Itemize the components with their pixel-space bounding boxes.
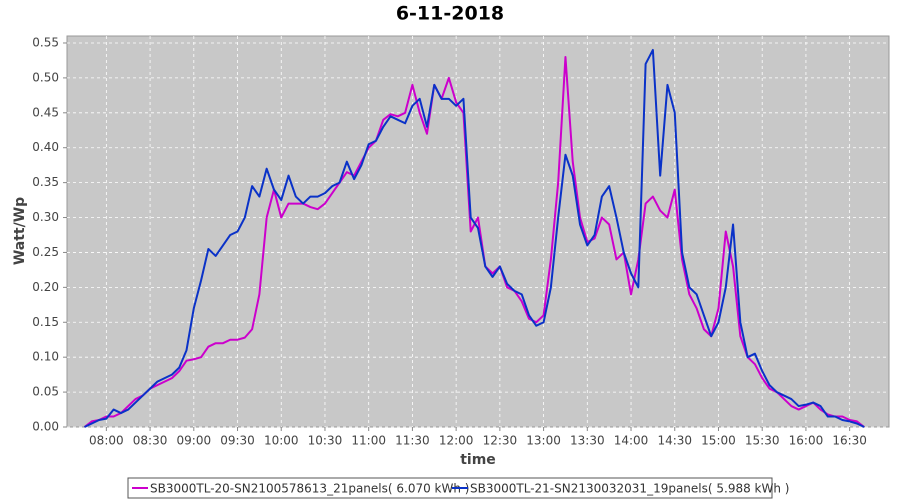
y-tick-label: 0.50 xyxy=(32,70,59,84)
legend-label: SB3000TL-21-SN2130032031_19panels( 5.988… xyxy=(470,482,789,496)
y-tick-label: 0.45 xyxy=(32,105,59,119)
x-tick-label: 11:30 xyxy=(395,434,430,448)
y-tick-label: 0.40 xyxy=(32,140,59,154)
x-tick-label: 09:30 xyxy=(220,434,255,448)
x-tick-label: 12:30 xyxy=(483,434,518,448)
x-tick-label: 15:30 xyxy=(745,434,780,448)
x-tick-label: 08:00 xyxy=(89,434,124,448)
x-tick-label: 14:00 xyxy=(614,434,649,448)
x-tick-label: 12:00 xyxy=(439,434,474,448)
x-tick-label: 08:30 xyxy=(133,434,168,448)
y-tick-label: 0.15 xyxy=(32,315,59,329)
x-tick-label: 15:00 xyxy=(701,434,736,448)
legend-label: SB3000TL-20-SN2100578613_21panels( 6.070… xyxy=(150,482,469,496)
x-tick-label: 13:00 xyxy=(526,434,561,448)
y-tick-label: 0.10 xyxy=(32,350,59,364)
series-line xyxy=(84,48,865,428)
x-tick-label: 13:30 xyxy=(570,434,605,448)
x-tick-label: 09:00 xyxy=(177,434,212,448)
x-tick-label: 14:30 xyxy=(657,434,692,448)
x-tick-label: 11:00 xyxy=(351,434,386,448)
x-tick-label: 16:30 xyxy=(832,434,867,448)
y-tick-label: 0.20 xyxy=(32,280,59,294)
y-tick-label: 0.30 xyxy=(32,210,59,224)
x-tick-label: 10:30 xyxy=(308,434,343,448)
y-tick-label: 0.25 xyxy=(32,245,59,259)
y-tick-label: 0.05 xyxy=(32,385,59,399)
legend xyxy=(127,477,773,499)
y-tick-label: 0.35 xyxy=(32,175,59,189)
y-axis-label: Watt/Wp xyxy=(12,197,28,265)
x-axis-label: time xyxy=(460,452,496,468)
y-tick-label: 0.55 xyxy=(32,35,59,49)
chart-title: 6-11-2018 xyxy=(396,3,504,25)
y-tick-label: 0.00 xyxy=(32,420,59,434)
x-tick-label: 10:00 xyxy=(264,434,299,448)
x-tick-label: 16:00 xyxy=(789,434,824,448)
